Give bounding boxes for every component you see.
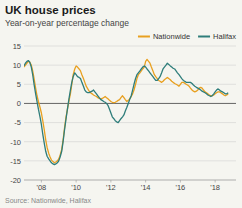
x-tick-label: '14 — [141, 183, 151, 192]
y-tick-label: 0 — [17, 99, 21, 108]
grid-line — [24, 84, 236, 85]
legend-label: Nationwide — [153, 32, 190, 41]
lines — [24, 59, 228, 164]
x-axis-line — [24, 180, 236, 181]
source: Source: Nationwide, Halifax — [5, 197, 91, 204]
y-tick-label: 10 — [13, 61, 21, 70]
zero-line — [24, 103, 236, 104]
grid-line — [24, 65, 236, 66]
legend: Nationwide Halifax — [138, 32, 236, 41]
y-tick-label: -5 — [14, 118, 21, 127]
legend-label: Halifax — [213, 32, 236, 41]
y-tick-label: -20 — [10, 176, 21, 185]
y-tick-label: -15 — [10, 157, 21, 166]
y-tick-label: 15 — [13, 42, 21, 51]
chart: UK house prices Year-on-year percentage c… — [0, 0, 242, 208]
y-grid — [24, 46, 236, 180]
y-tick-label: -10 — [10, 138, 21, 147]
series-line — [24, 59, 228, 162]
series-line — [24, 61, 228, 165]
grid-line — [24, 141, 236, 142]
x-tick-label: '10 — [71, 183, 81, 192]
x-tick-label: '16 — [176, 183, 186, 192]
x-tick-label: '08 — [36, 183, 46, 192]
x-tick-label: '12 — [106, 183, 116, 192]
title: UK house prices — [5, 4, 96, 16]
legend-swatch — [138, 36, 150, 38]
grid-line — [24, 180, 236, 181]
grid-line — [24, 122, 236, 123]
y-tick-label: 5 — [17, 80, 21, 89]
x-tick-label: '18 — [210, 183, 220, 192]
legend-swatch — [198, 36, 210, 38]
subtitle: Year-on-year percentage change — [5, 18, 129, 28]
grid-line — [24, 46, 236, 47]
